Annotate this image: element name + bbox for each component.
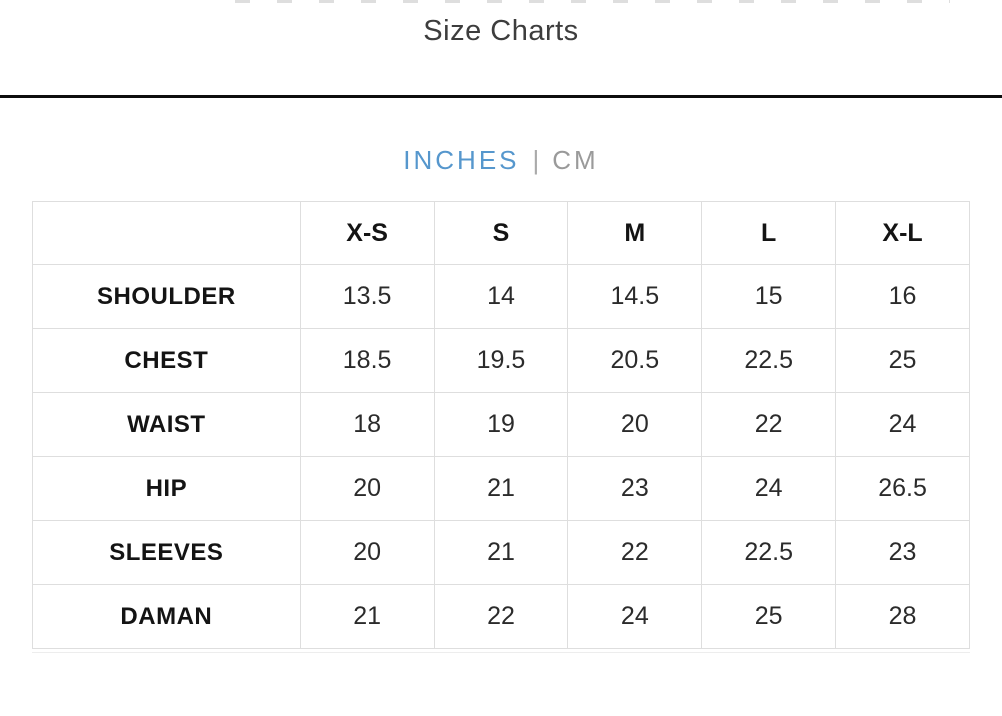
size-value: 18 (299, 392, 435, 457)
size-value: 25 (835, 328, 970, 393)
size-table: X-S S M L X-L SHOULDER 13.5 14 14.5 15 16 CHEST 18.… (32, 201, 970, 649)
cropped-text-remnant (235, 0, 950, 3)
column-header-x-l: X-L (835, 201, 970, 265)
table-row-sleeves: SLEEVES 20 21 22 22.5 23 (32, 520, 970, 585)
column-header-l: L (701, 201, 837, 265)
table-row-hip: HIP 20 21 23 24 26.5 (32, 456, 970, 521)
size-table-wrapper: X-S S M L X-L SHOULDER 13.5 14 14.5 15 16 CHEST 18.… (32, 201, 970, 653)
corner-cell (32, 201, 301, 265)
size-value: 23 (835, 520, 970, 585)
size-value: 13.5 (299, 264, 435, 329)
size-value: 24 (701, 456, 837, 521)
size-value: 26.5 (835, 456, 970, 521)
row-label: SHOULDER (32, 264, 301, 329)
size-value: 20 (299, 520, 435, 585)
size-value: 21 (299, 584, 435, 649)
column-header-m: M (567, 201, 703, 265)
row-label: CHEST (32, 328, 301, 393)
table-row-daman: DAMAN 21 22 24 25 28 (32, 584, 970, 649)
size-value: 22 (701, 392, 837, 457)
divider-rule (0, 95, 1002, 98)
size-value: 22.5 (701, 328, 837, 393)
size-value: 14 (433, 264, 569, 329)
size-value: 15 (701, 264, 837, 329)
row-label: DAMAN (32, 584, 301, 649)
size-value: 20 (567, 392, 703, 457)
size-value: 22 (433, 584, 569, 649)
size-value: 20.5 (567, 328, 703, 393)
size-value: 24 (567, 584, 703, 649)
table-row-waist: WAIST 18 19 20 22 24 (32, 392, 970, 457)
size-value: 24 (835, 392, 970, 457)
column-header-s: S (433, 201, 569, 265)
unit-option-inches[interactable]: INCHES (403, 145, 520, 175)
table-row-chest: CHEST 18.5 19.5 20.5 22.5 25 (32, 328, 970, 393)
size-value: 19.5 (433, 328, 569, 393)
size-value: 14.5 (567, 264, 703, 329)
unit-option-cm[interactable]: CM (552, 145, 599, 175)
size-value: 23 (567, 456, 703, 521)
size-value: 18.5 (299, 328, 435, 393)
size-value: 19 (433, 392, 569, 457)
row-label: HIP (32, 456, 301, 521)
size-value: 20 (299, 456, 435, 521)
column-header-x-s: X-S (299, 201, 435, 265)
row-label: SLEEVES (32, 520, 301, 585)
size-value: 22.5 (701, 520, 837, 585)
size-table-header-row: X-S S M L X-L (32, 201, 970, 265)
size-value: 16 (835, 264, 970, 329)
size-value: 28 (835, 584, 970, 649)
page-title: Size Charts (423, 15, 579, 47)
size-value: 22 (567, 520, 703, 585)
unit-separator: | (532, 145, 540, 175)
size-value: 21 (433, 520, 569, 585)
row-label: WAIST (32, 392, 301, 457)
table-row-shoulder: SHOULDER 13.5 14 14.5 15 16 (32, 264, 970, 329)
unit-toggle: INCHES | CM (0, 145, 1002, 176)
size-table-body: SHOULDER 13.5 14 14.5 15 16 CHEST 18.5 19.5 20.5 2… (32, 264, 970, 649)
size-value: 25 (701, 584, 837, 649)
size-value: 21 (433, 456, 569, 521)
